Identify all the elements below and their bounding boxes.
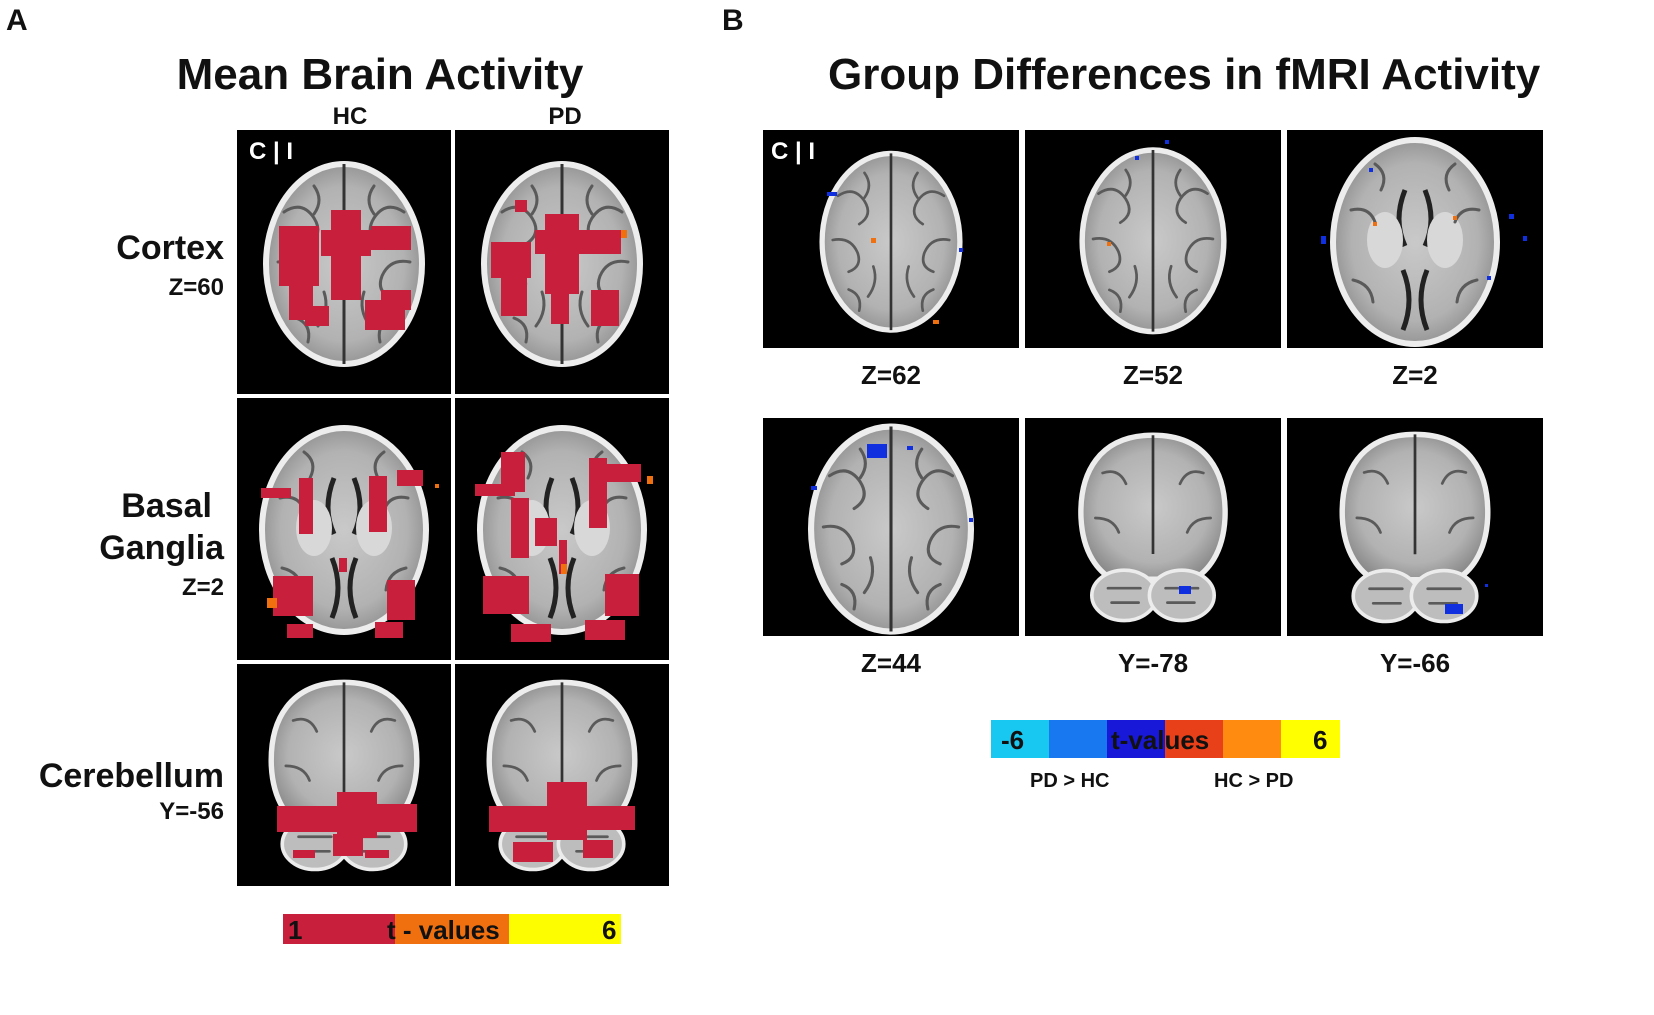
slice-caption: Z=52 xyxy=(1123,360,1183,390)
brain-slice-image xyxy=(475,398,653,642)
row-label-ganglia: Ganglia xyxy=(99,529,224,567)
tile-cerebellum-pd xyxy=(455,664,669,886)
colorbar-segment xyxy=(1281,720,1340,758)
brain-slice-image xyxy=(1025,140,1281,348)
tile-cortex-pd xyxy=(455,130,669,394)
colorbar-segment xyxy=(1223,720,1281,758)
slice-caption: Z=62 xyxy=(861,360,921,390)
row-label-cerebellum: Cerebellum xyxy=(38,757,224,795)
tile-slice-z2 xyxy=(1287,130,1543,348)
colorbar-panel-b xyxy=(991,720,1340,758)
tile-basal-hc xyxy=(237,398,451,660)
brain-slice-image xyxy=(237,130,451,394)
tile-slice-z44 xyxy=(763,418,1019,636)
column-header-pd: PD xyxy=(548,103,582,130)
colorbar-panel-a xyxy=(283,914,621,944)
panel-a-letter: A xyxy=(6,4,28,37)
slice-caption: Y=-66 xyxy=(1379,648,1451,678)
panel-b-title: Group Differences in fMRI Activity xyxy=(828,50,1541,99)
brain-slice-image xyxy=(237,664,451,886)
panel-b-letter: B xyxy=(722,4,744,37)
colorbar-a-min: 1 xyxy=(288,915,303,945)
orientation-label: C | I xyxy=(249,138,294,165)
colorbar-b-right-caption: HC > PD xyxy=(1214,770,1294,792)
brain-slice-image xyxy=(237,398,439,638)
tile-slice-y78 xyxy=(1025,418,1281,636)
slice-caption: Z=44 xyxy=(861,648,921,678)
column-header-hc: HC xyxy=(332,103,368,130)
colorbar-segment xyxy=(509,914,621,944)
colorbar-segment xyxy=(991,720,1049,758)
slice-caption: Z=2 xyxy=(1392,360,1438,390)
row-label-cortex: Cortex xyxy=(116,229,224,267)
colorbar-segment xyxy=(1107,720,1165,758)
panel-a-title: Mean Brain Activity xyxy=(176,50,584,99)
tile-basal-pd xyxy=(455,398,669,660)
tile-cortex-hc: C | I xyxy=(237,130,451,394)
colorbar-segment xyxy=(1049,720,1107,758)
row-coord-basal-ganglia: Z=2 xyxy=(181,574,224,601)
colorbar-b-left-caption: PD > HC xyxy=(1030,770,1110,792)
row-label-basal: Basal xyxy=(121,487,212,525)
tile-slice-y66 xyxy=(1287,418,1543,636)
row-coord-cerebellum: Y=-56 xyxy=(159,798,224,825)
tile-slice-z62: C | I xyxy=(763,130,1019,348)
colorbar-b-title: t-values xyxy=(1111,725,1210,755)
brain-slice-image xyxy=(1321,130,1527,348)
colorbar-a-title: t - values xyxy=(387,915,500,945)
tile-slice-z52 xyxy=(1025,130,1281,348)
brain-slice-image xyxy=(763,130,963,348)
slice-caption: Y=-78 xyxy=(1117,648,1189,678)
colorbar-segment xyxy=(1165,720,1223,758)
colorbar-segment xyxy=(395,914,509,944)
colorbar-b-max: 6 xyxy=(1313,725,1328,755)
brain-slice-image xyxy=(763,418,1019,636)
brain-slice-image xyxy=(455,130,669,394)
tile-cerebellum-hc xyxy=(237,664,451,886)
brain-slice-image xyxy=(1287,418,1543,636)
colorbar-b-min: -6 xyxy=(1001,725,1025,755)
orientation-label: C | I xyxy=(771,138,816,165)
colorbar-a-max: 6 xyxy=(602,915,617,945)
brain-slice-image xyxy=(1025,418,1281,636)
row-coord-cortex: Z=60 xyxy=(168,274,224,301)
brain-slice-image xyxy=(455,664,669,886)
colorbar-segment xyxy=(283,914,395,944)
